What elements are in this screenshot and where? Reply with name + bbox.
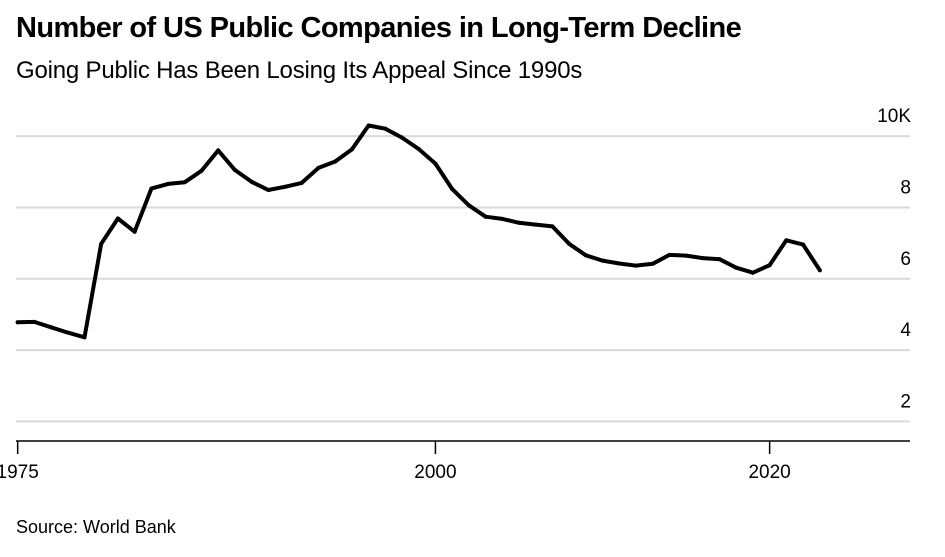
data-point (65, 330, 70, 335)
data-point (684, 253, 689, 258)
data-point (249, 179, 254, 184)
data-point (166, 181, 171, 186)
data-point (617, 261, 622, 266)
x-axis-ticks: 1975 2000 2020 (0, 441, 791, 483)
data-point (650, 261, 655, 266)
data-point (199, 168, 204, 173)
y-tick-label: 4 (900, 320, 911, 341)
series-line (15, 123, 822, 340)
series-layer (15, 123, 822, 340)
data-point (784, 238, 789, 243)
data-point (82, 335, 87, 340)
data-point (717, 257, 722, 262)
source-note: Source: World Bank (16, 517, 176, 537)
data-point (283, 184, 288, 189)
data-point (32, 319, 37, 324)
data-point (750, 270, 755, 275)
data-point (550, 224, 555, 229)
data-point (115, 216, 120, 221)
y-tick-label: 8 (900, 177, 911, 198)
x-tick-label: 2000 (414, 462, 456, 483)
data-point (349, 147, 354, 152)
data-point (15, 320, 20, 325)
gridlines (16, 135, 910, 423)
data-point (633, 263, 638, 268)
data-point (49, 325, 54, 330)
x-tick-label: 1975 (0, 462, 39, 483)
data-point (366, 123, 371, 128)
chart-subtitle: Going Public Has Been Losing Its Appeal … (16, 57, 583, 84)
data-point (817, 268, 822, 273)
data-point (99, 241, 104, 246)
data-point (232, 168, 237, 173)
data-point (266, 188, 271, 193)
data-point (734, 265, 739, 270)
data-point (416, 147, 421, 152)
data-point (483, 214, 488, 219)
data-point (316, 165, 321, 170)
data-point (466, 203, 471, 208)
data-point (700, 256, 705, 261)
data-point (801, 242, 806, 247)
data-point (433, 161, 438, 166)
data-point (182, 180, 187, 185)
data-point (132, 229, 137, 234)
data-point (767, 263, 772, 268)
data-point (516, 220, 521, 225)
data-point (299, 180, 304, 185)
data-point (600, 258, 605, 263)
data-point (583, 253, 588, 258)
data-point (149, 186, 154, 191)
data-point (500, 216, 505, 221)
data-point (567, 241, 572, 246)
data-point (400, 135, 405, 140)
data-point (333, 159, 338, 164)
data-point (383, 126, 388, 131)
y-tick-label: 10K (877, 106, 911, 127)
data-point (533, 222, 538, 227)
y-tick-label: 2 (900, 391, 911, 412)
data-point (450, 186, 455, 191)
x-tick-label: 2020 (748, 462, 790, 483)
y-tick-label: 6 (900, 249, 911, 270)
chart-title: Number of US Public Companies in Long-Te… (16, 12, 742, 44)
y-axis-ticks: 2 4 6 8 10K (877, 106, 911, 412)
data-point (667, 252, 672, 257)
data-point (216, 148, 221, 153)
